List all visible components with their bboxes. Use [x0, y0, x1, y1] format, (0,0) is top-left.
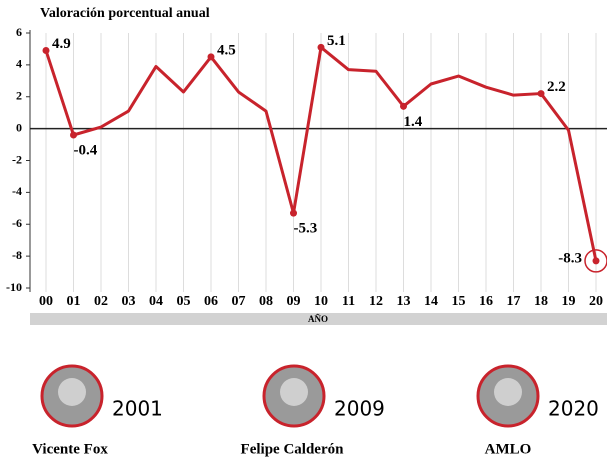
x-tick-label: 12 — [369, 294, 383, 309]
value-label: 1.4 — [404, 114, 423, 130]
x-tick-label: 03 — [122, 294, 136, 309]
president-year: 2020 — [548, 397, 599, 421]
x-tick-label: 13 — [397, 294, 411, 309]
value-label: 4.5 — [217, 42, 236, 58]
x-tick-label: 11 — [342, 294, 355, 309]
value-label: 5.1 — [327, 33, 346, 49]
president-name: AMLO — [485, 441, 532, 457]
value-label: 4.9 — [52, 36, 71, 52]
y-tick-label: 6 — [16, 25, 22, 39]
chart-title: Valoración porcentual anual — [40, 6, 210, 21]
x-tick-label: 14 — [424, 294, 438, 309]
marker — [207, 53, 215, 61]
y-tick-label: -10 — [6, 280, 22, 294]
marker — [317, 43, 325, 51]
y-tick-label: -4 — [12, 184, 22, 198]
president-name: Felipe Calderón — [241, 441, 345, 457]
y-tick-label: 4 — [16, 57, 22, 71]
x-tick-label: 15 — [452, 294, 466, 309]
x-tick-label: 18 — [534, 294, 548, 309]
x-tick-label: 01 — [67, 294, 81, 309]
x-tick-label: 09 — [287, 294, 301, 309]
photo-face — [280, 378, 308, 406]
x-axis-band — [30, 313, 607, 325]
x-tick-label: 02 — [94, 294, 108, 309]
marker — [537, 90, 545, 98]
marker — [42, 47, 50, 55]
value-label: -8.3 — [558, 250, 582, 266]
x-tick-label: 00 — [39, 294, 53, 309]
president-year: 2001 — [112, 397, 163, 421]
x-tick-label: 19 — [562, 294, 576, 309]
highlight — [584, 249, 607, 273]
x-tick-label: 04 — [149, 294, 163, 309]
x-axis-label: AÑO — [308, 314, 328, 324]
x-tick-label: 07 — [232, 294, 246, 309]
president-name: Vicente Fox — [32, 441, 108, 457]
value-label: 2.2 — [547, 79, 566, 95]
photo-face — [58, 378, 86, 406]
value-label: -5.3 — [294, 221, 318, 237]
x-tick-label: 06 — [204, 294, 218, 309]
y-tick-label: 0 — [16, 120, 22, 134]
president-year: 2009 — [334, 397, 385, 421]
y-tick-label: 2 — [16, 89, 22, 103]
photo-face — [494, 378, 522, 406]
marker — [592, 257, 600, 265]
x-tick-label: 08 — [259, 294, 273, 309]
y-tick-label: -2 — [12, 152, 22, 166]
x-tick-label: 20 — [589, 294, 603, 309]
marker — [400, 102, 407, 110]
y-tick-label: -8 — [12, 248, 22, 262]
x-tick-label: 05 — [177, 294, 191, 309]
marker — [70, 131, 77, 139]
x-tick-label: 17 — [507, 294, 521, 309]
y-tick-label: -6 — [12, 216, 22, 230]
marker — [290, 209, 297, 217]
x-tick-label: 16 — [479, 294, 493, 309]
x-tick-label: 10 — [314, 294, 328, 309]
value-label: -0.4 — [74, 142, 98, 158]
